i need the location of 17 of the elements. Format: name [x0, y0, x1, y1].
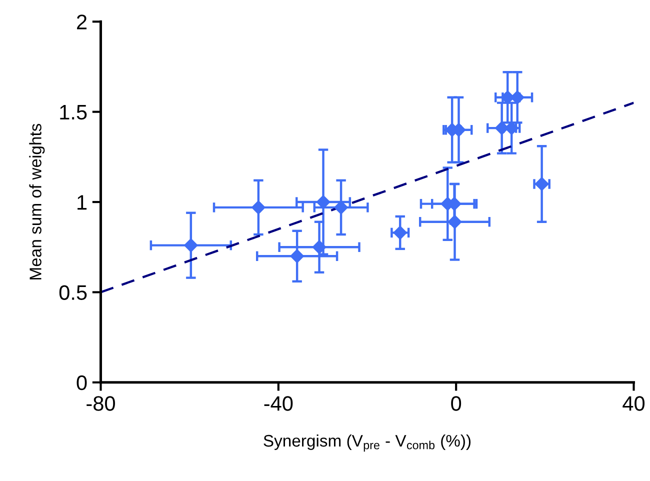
point: [393, 226, 408, 240]
x-tick-label: 40: [622, 396, 645, 411]
x-tick-label: 0: [451, 396, 462, 411]
x-axis-title: Synergism (V$_{pre}$ - V$_{comb}$ (%)): [264, 434, 471, 452]
point: [252, 200, 266, 214]
point: [290, 249, 304, 264]
point: [184, 238, 198, 252]
point: [312, 240, 326, 254]
y-tick-label: 1.5: [60, 105, 87, 120]
y-tick-label: 0: [76, 375, 87, 390]
point: [448, 214, 462, 229]
x-tick-label: -40: [264, 396, 293, 411]
y-tick-label: 1: [78, 195, 87, 210]
y-tick-label: 0.5: [59, 285, 87, 300]
x-tick-label: -80: [86, 396, 115, 411]
y-tick-label: 2: [77, 14, 87, 30]
y-axis-title: Mean sum of weights: [29, 124, 45, 280]
